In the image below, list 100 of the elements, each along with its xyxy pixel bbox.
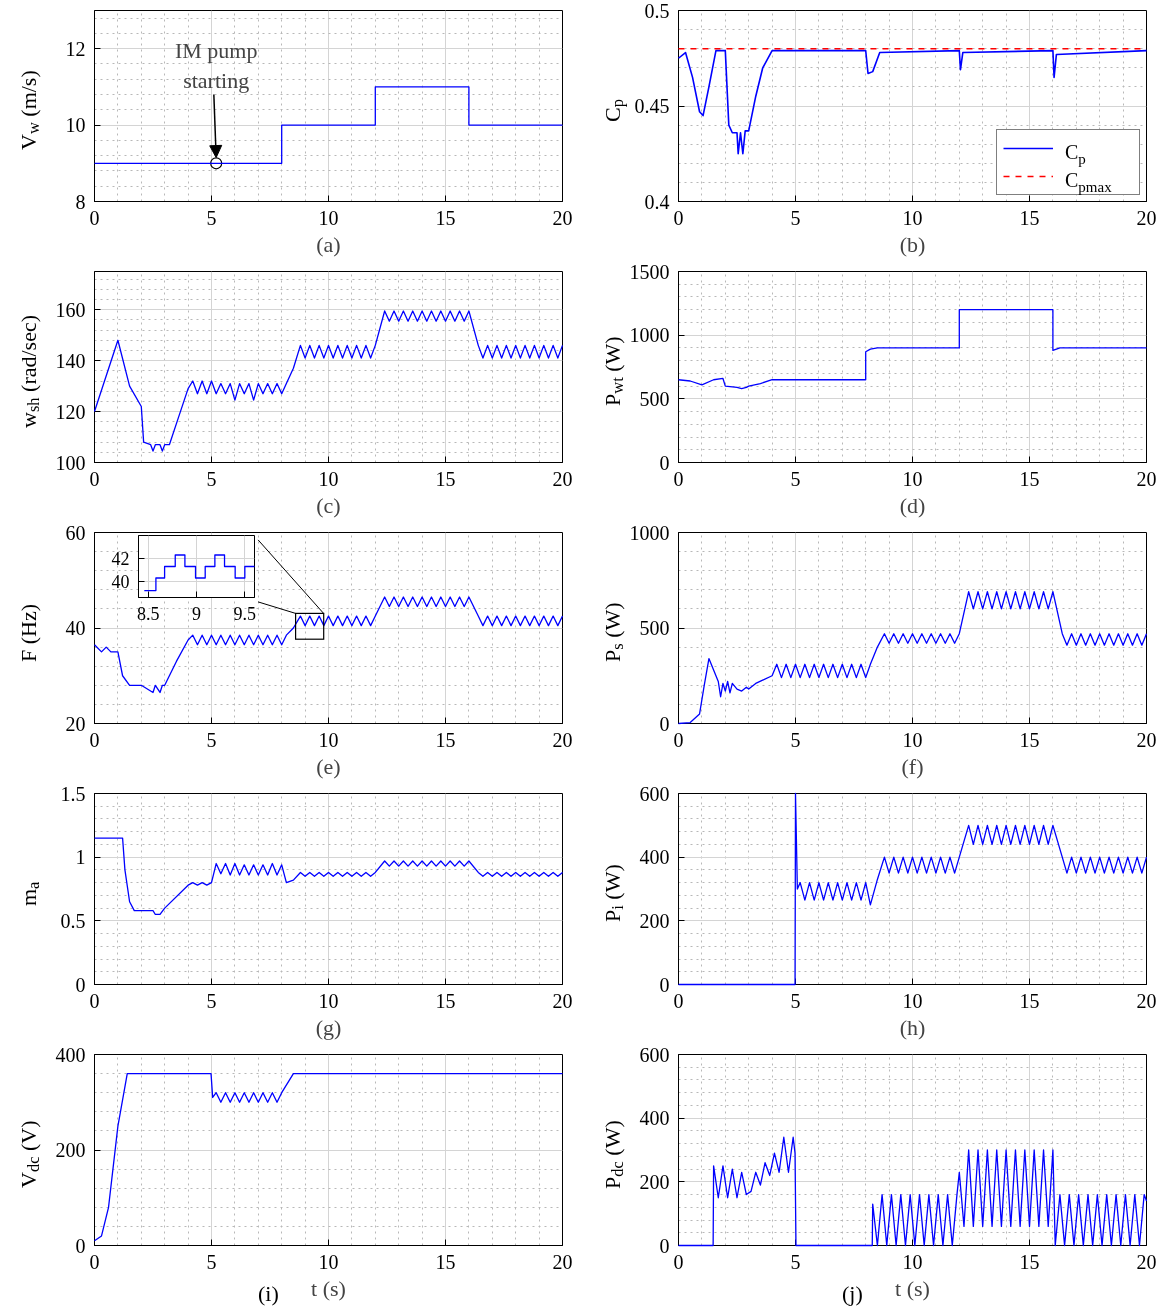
- line-series: [93, 837, 564, 916]
- x-tick-label: 20: [1136, 467, 1157, 490]
- x-tick-label: 5: [206, 206, 217, 229]
- x-tick-label: 5: [206, 728, 217, 751]
- legend-label: C$_{p}$: [1065, 141, 1086, 167]
- x-tick-label: 15: [1019, 989, 1040, 1012]
- x-tick-label: 20: [552, 206, 573, 229]
- x-axis-title: (e): [316, 753, 341, 779]
- y-tick-label: 20: [65, 712, 86, 735]
- x-tick-label: 0: [673, 1250, 684, 1273]
- y-tick-label: 500: [639, 617, 670, 639]
- x-axis-title: (h): [899, 1014, 926, 1040]
- x-tick-label: 20: [552, 989, 573, 1012]
- y-tick-label: 200: [639, 1170, 670, 1193]
- x-tick-label: 15: [1019, 206, 1040, 229]
- x-axis-title: (c): [316, 492, 341, 518]
- x-axis-title: (g): [315, 1014, 342, 1040]
- x-tick-label: 20: [1136, 728, 1157, 751]
- text: (j): [842, 1280, 863, 1306]
- x-tick-label: 0: [89, 728, 100, 751]
- x-tick-label: 15: [1019, 728, 1040, 751]
- x-tick-label: 15: [1019, 467, 1040, 490]
- x-tick-label: 0: [89, 1250, 100, 1273]
- y-tick-label: 40: [111, 571, 130, 592]
- y-tick-label: 0: [659, 1234, 670, 1257]
- y-tick-label: 160: [55, 298, 86, 321]
- y-tick-label: 500: [639, 387, 670, 410]
- x-tick-label: 20: [1136, 1250, 1157, 1273]
- line-series: [93, 596, 564, 694]
- y-tick-label: 400: [639, 1107, 670, 1130]
- x-tick-label: 15: [1019, 1250, 1040, 1273]
- y-tick-label: 600: [639, 1043, 670, 1066]
- y-tick-label: 0.45: [634, 95, 670, 117]
- y-tick-label: 12: [65, 37, 86, 60]
- line-series: [93, 1072, 564, 1242]
- x-tick-label: 0: [673, 989, 684, 1012]
- x-tick-label: 5: [790, 1250, 801, 1273]
- x-axis-title: t (s): [311, 1275, 346, 1301]
- x-tick-label: 0: [673, 467, 684, 490]
- y-tick-label: 400: [639, 846, 670, 869]
- y-tick-label: 0: [659, 973, 670, 996]
- x-tick-label: 15: [435, 728, 456, 751]
- y-tick-label: 0: [659, 712, 670, 735]
- x-tick-label: 0: [673, 728, 684, 751]
- x-tick-label: 5: [790, 728, 801, 751]
- x-tick-label: 15: [435, 206, 456, 229]
- x-tick-label: 20: [1136, 989, 1157, 1012]
- x-tick-label: 0: [89, 206, 100, 229]
- y-tick-label: 200: [55, 1139, 86, 1161]
- y-tick-label: 1.5: [60, 782, 86, 805]
- y-tick-label: 400: [55, 1043, 86, 1066]
- y-tick-label: 600: [639, 782, 670, 805]
- y-tick-label: 40: [65, 617, 86, 639]
- x-tick-label: 5: [206, 467, 217, 490]
- x-tick-label: 20: [552, 1250, 573, 1273]
- x-tick-label: 5: [206, 1250, 217, 1273]
- y-tick-label: 0.5: [644, 0, 670, 22]
- x-axis-title: t (s): [895, 1275, 930, 1301]
- x-tick-label: 5: [790, 467, 801, 490]
- y-axis-title: F (Hz): [15, 602, 42, 664]
- x-tick-label: 5: [206, 989, 217, 1012]
- y-tick-label: 1500: [629, 260, 670, 283]
- y-tick-label: 0.5: [60, 909, 86, 932]
- y-tick-label: 1000: [629, 324, 670, 347]
- x-tick-label: 15: [435, 1250, 456, 1273]
- x-tick-label: 9: [192, 603, 201, 624]
- y-tick-label: 200: [639, 909, 670, 932]
- y-tick-label: 0: [659, 451, 670, 474]
- x-tick-label: 15: [435, 989, 456, 1012]
- x-axis-title: (b): [899, 231, 926, 257]
- x-tick-label: 10: [318, 728, 339, 751]
- y-tick-label: 1: [75, 846, 86, 869]
- x-tick-label: 10: [902, 728, 923, 751]
- x-axis-title: (d): [899, 492, 926, 518]
- x-tick-label: 0: [89, 467, 100, 490]
- line-series: [677, 309, 1148, 390]
- x-tick-label: 15: [435, 467, 456, 490]
- x-axis-title: (a): [316, 231, 341, 257]
- y-tick-label: 0: [75, 1234, 86, 1257]
- x-tick-label: 20: [552, 467, 573, 490]
- y-tick-label: 120: [55, 400, 86, 423]
- x-tick-label: 10: [902, 989, 923, 1012]
- x-tick-label: 10: [318, 1250, 339, 1273]
- x-tick-label: 20: [552, 728, 573, 751]
- x-tick-label: 10: [902, 467, 923, 490]
- y-tick-label: 0.4: [644, 190, 670, 213]
- x-tick-label: 20: [1136, 206, 1157, 229]
- x-tick-label: 10: [902, 206, 923, 229]
- y-tick-label: 0: [75, 973, 86, 996]
- x-tick-label: 10: [318, 467, 339, 490]
- x-tick-label: 10: [318, 989, 339, 1012]
- x-tick-label: 5: [790, 989, 801, 1012]
- legend-label: C$_{pmax}$: [1065, 168, 1112, 197]
- x-axis-title: (f): [901, 753, 924, 779]
- y-tick-label: 1000: [629, 521, 670, 544]
- y-tick-label: 10: [65, 114, 86, 137]
- x-tick-label: 0: [89, 989, 100, 1012]
- x-tick-label: 5: [790, 206, 801, 229]
- y-tick-label: 140: [55, 349, 86, 372]
- x-tick-label: 10: [902, 1250, 923, 1273]
